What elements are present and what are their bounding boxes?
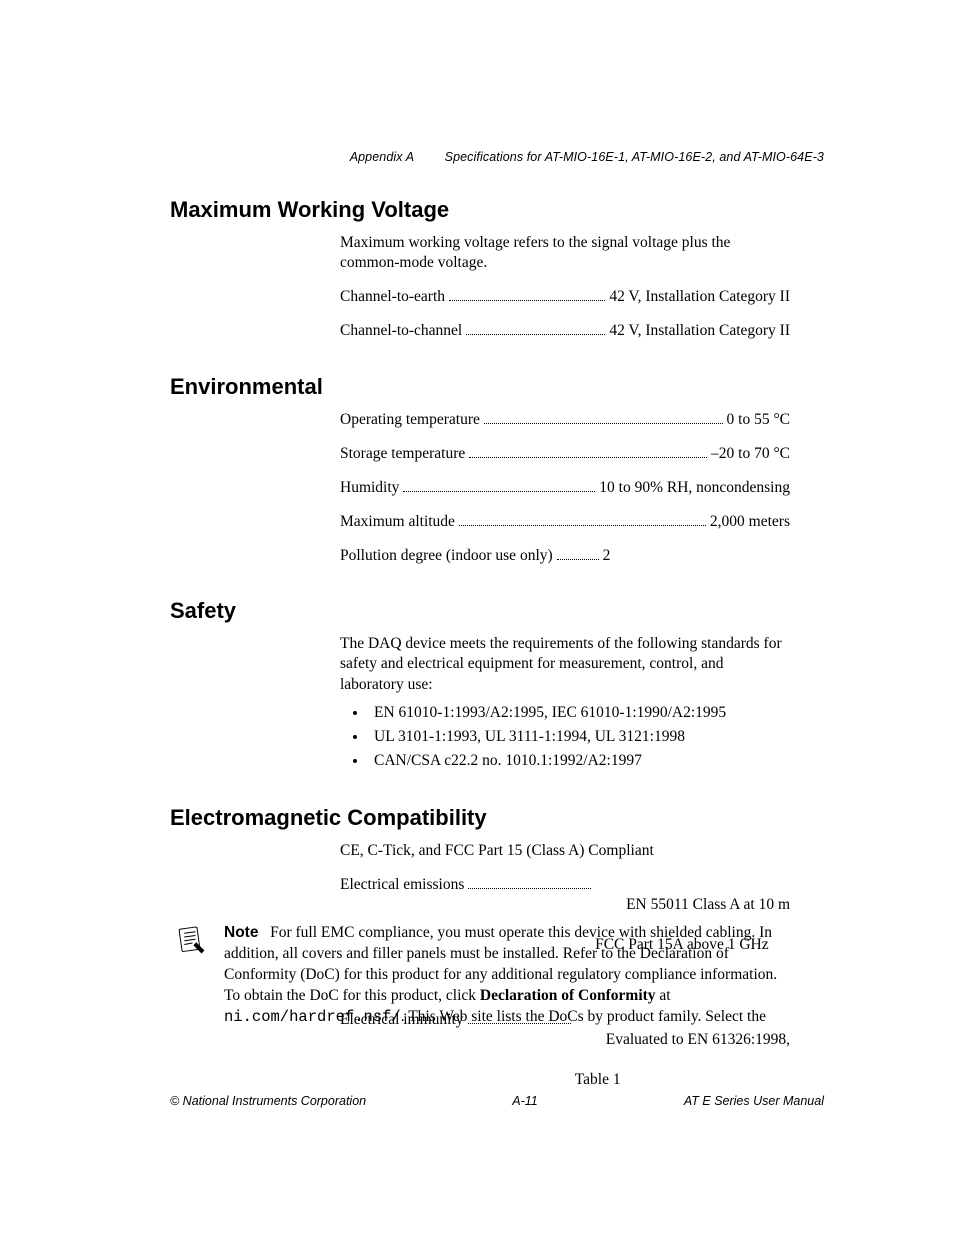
spec-row: Channel-to-channel 42 V, Installation Ca…: [340, 321, 790, 341]
spec-label: Channel-to-channel: [340, 321, 462, 341]
footer-copyright: © National Instruments Corporation: [170, 1094, 366, 1108]
spec-row: Electrical immunity Evaluated to EN 6132…: [340, 1010, 790, 1131]
spec-value: 10 to 90% RH, noncondensing: [599, 478, 790, 498]
appendix-title: Specifications for AT-MIO-16E-1, AT-MIO-…: [445, 150, 824, 164]
spec-row: Channel-to-earth 42 V, Installation Cate…: [340, 287, 790, 307]
footer-page-number: A-11: [512, 1094, 537, 1108]
spec-row: Humidity 10 to 90% RH, noncondensing: [340, 478, 790, 498]
spec-row: Storage temperature –20 to 70 °C: [340, 444, 790, 464]
heading-safety: Safety: [170, 598, 790, 624]
dot-leader: [459, 512, 706, 526]
safety-block: The DAQ device meets the requirements of…: [340, 634, 790, 772]
dot-leader: [468, 875, 591, 889]
spec-value-line2: Table 1: [575, 1070, 790, 1090]
list-item: CAN/CSA c22.2 no. 1010.1:1992/A2:1997: [368, 749, 790, 773]
spec-row: Pollution degree (indoor use only) 2: [340, 546, 790, 566]
spec-value: 0 to 55 °C: [727, 410, 790, 430]
spec-label: Maximum altitude: [340, 512, 455, 532]
list-item: UL 3101-1:1993, UL 3111-1:1994, UL 3121:…: [368, 725, 790, 749]
spec-label: Channel-to-earth: [340, 287, 445, 307]
spec-label: Pollution degree (indoor use only): [340, 546, 553, 566]
note-strong: Declaration of Conformity: [480, 987, 656, 1004]
emc-intro: CE, C-Tick, and FCC Part 15 (Class A) Co…: [340, 841, 790, 861]
spec-value: 42 V, Installation Category II: [609, 321, 790, 341]
spec-value-line1: Evaluated to EN 61326:1998,: [606, 1031, 790, 1048]
note-mono: ni.com/hardref.nsf/: [224, 1008, 401, 1026]
spec-label: Electrical emissions: [340, 875, 464, 895]
spec-value: –20 to 70 °C: [711, 444, 790, 464]
heading-emc: Electromagnetic Compatibility: [170, 805, 790, 831]
heading-voltage: Maximum Working Voltage: [170, 197, 790, 223]
appendix-label: Appendix A: [350, 150, 414, 164]
note-icon: [176, 925, 206, 955]
spec-value-line1: EN 55011 Class A at 10 m: [626, 896, 790, 913]
note-body-c: . This Web site lists the DoCs by produc…: [401, 1008, 766, 1025]
list-item: EN 61010-1:1993/A2:1995, IEC 61010-1:199…: [368, 701, 790, 725]
safety-intro: The DAQ device meets the requirements of…: [340, 634, 790, 694]
safety-bullets: EN 61010-1:1993/A2:1995, IEC 61010-1:199…: [340, 701, 790, 773]
note-label: Note: [224, 924, 258, 941]
running-header: Appendix A Specifications for AT-MIO-16E…: [350, 150, 824, 165]
spec-row: Maximum altitude 2,000 meters: [340, 512, 790, 532]
dot-leader: [469, 444, 707, 458]
spec-label: Humidity: [340, 478, 399, 498]
spec-value: 2: [603, 546, 790, 566]
footer-manual-title: AT E Series User Manual: [684, 1094, 824, 1108]
dot-leader: [484, 410, 723, 424]
dot-leader: [403, 478, 595, 492]
dot-leader: [557, 546, 599, 560]
spec-label: Operating temperature: [340, 410, 480, 430]
voltage-intro: Maximum working voltage refers to the si…: [340, 233, 790, 273]
dot-leader: [449, 287, 605, 301]
voltage-block: Maximum working voltage refers to the si…: [340, 233, 790, 342]
spec-value: 2,000 meters: [710, 512, 790, 532]
spec-value: 42 V, Installation Category II: [609, 287, 790, 307]
spec-label: Storage temperature: [340, 444, 465, 464]
heading-environmental: Environmental: [170, 374, 790, 400]
note-block: Note For full EMC compliance, you must o…: [176, 923, 790, 1028]
note-body-b: at: [656, 987, 671, 1004]
environmental-block: Operating temperature 0 to 55 °C Storage…: [340, 410, 790, 567]
note-text: Note For full EMC compliance, you must o…: [224, 923, 790, 1028]
dot-leader: [466, 321, 605, 335]
spec-value: Evaluated to EN 61326:1998, Table 1: [575, 1010, 790, 1131]
page-footer: © National Instruments Corporation A-11 …: [170, 1094, 824, 1108]
spec-row: Operating temperature 0 to 55 °C: [340, 410, 790, 430]
